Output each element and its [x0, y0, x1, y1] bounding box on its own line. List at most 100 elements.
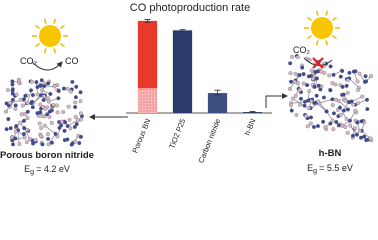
- atom: [316, 83, 321, 88]
- bar-segment: [172, 30, 193, 114]
- x-tick-label: TiO2 P25: [167, 117, 187, 149]
- bond: [17, 130, 20, 145]
- atom: [62, 86, 66, 91]
- atom: [39, 126, 44, 130]
- atom: [340, 84, 345, 89]
- atom: [319, 69, 324, 74]
- atom: [10, 91, 15, 96]
- atom: [40, 142, 45, 147]
- atom: [46, 142, 51, 147]
- sun-ray: [34, 43, 40, 48]
- atom: [330, 97, 335, 102]
- atom: [365, 97, 369, 102]
- atom: [300, 65, 305, 70]
- atom: [364, 79, 369, 84]
- atom: [69, 142, 74, 147]
- atom: [289, 108, 294, 113]
- sun-ray: [306, 16, 312, 21]
- atom: [13, 136, 18, 141]
- bond: [291, 101, 306, 104]
- sun-ray: [332, 16, 338, 21]
- atom: [14, 124, 19, 129]
- atom: [45, 96, 50, 101]
- material-name: h-BN: [319, 148, 342, 159]
- error-bar: [214, 89, 221, 97]
- atom: [343, 98, 348, 103]
- atom: [49, 121, 54, 125]
- band-gap: Eg = 5.5 eV: [307, 163, 353, 175]
- atom: [68, 126, 73, 131]
- atom: [22, 135, 27, 140]
- atom: [74, 84, 79, 89]
- atom: [4, 109, 8, 114]
- atom: [49, 140, 54, 145]
- x-tick-label: Carbon nitride: [196, 117, 222, 164]
- atom: [340, 92, 345, 97]
- atom: [360, 94, 365, 99]
- atom: [11, 142, 15, 147]
- atom: [56, 96, 61, 101]
- sun-right: [304, 10, 340, 46]
- atom: [54, 103, 59, 108]
- atom: [351, 69, 356, 74]
- atom: [41, 98, 46, 103]
- atom: [24, 140, 29, 145]
- bond: [27, 90, 32, 104]
- atom: [10, 87, 15, 92]
- atom: [17, 78, 21, 83]
- atom: [352, 126, 357, 131]
- reactant-label: CO₂: [20, 56, 38, 66]
- atom: [308, 121, 313, 126]
- atom: [288, 61, 293, 66]
- atom: [39, 78, 44, 83]
- atom: [13, 103, 18, 108]
- atom: [68, 89, 73, 94]
- gap-value: = 5.5 eV: [319, 163, 353, 173]
- atom: [359, 119, 364, 124]
- atom: [30, 99, 34, 104]
- atom: [293, 71, 298, 76]
- atom: [350, 133, 355, 138]
- atom: [21, 132, 26, 136]
- reactant-label: CO₂: [293, 45, 311, 55]
- sun-ray: [325, 40, 329, 46]
- atom: [52, 84, 57, 89]
- bond: [319, 98, 333, 104]
- atom: [321, 119, 326, 124]
- atom: [74, 122, 79, 127]
- atom: [55, 110, 60, 115]
- atom: [18, 120, 23, 125]
- atom: [348, 118, 352, 123]
- atom: [328, 121, 333, 126]
- atom: [40, 88, 45, 93]
- atom: [25, 127, 30, 132]
- sun-ray: [332, 35, 338, 40]
- atom: [331, 72, 336, 77]
- sun-ray: [34, 24, 40, 29]
- sun-ray: [60, 43, 66, 48]
- atom: [38, 102, 43, 107]
- atom: [29, 79, 34, 84]
- band-gap: Eg = 4.2 eV: [24, 164, 70, 176]
- atom: [303, 99, 307, 104]
- atom: [65, 124, 70, 128]
- atom: [13, 129, 18, 134]
- atom: [305, 83, 310, 88]
- gap-value: = 4.2 eV: [36, 164, 70, 174]
- atom: [55, 134, 60, 139]
- bond: [339, 107, 347, 120]
- atom: [6, 117, 11, 121]
- atom: [304, 114, 309, 119]
- atom: [347, 70, 352, 75]
- atom: [78, 99, 83, 104]
- atom: [53, 131, 58, 136]
- atom: [42, 84, 47, 89]
- bond: [44, 125, 56, 135]
- atom: [62, 138, 67, 143]
- atom: [19, 112, 24, 117]
- atom: [73, 95, 78, 100]
- atom: [45, 112, 50, 117]
- atom: [34, 80, 39, 85]
- atom: [13, 106, 18, 111]
- error-bar: [249, 111, 256, 113]
